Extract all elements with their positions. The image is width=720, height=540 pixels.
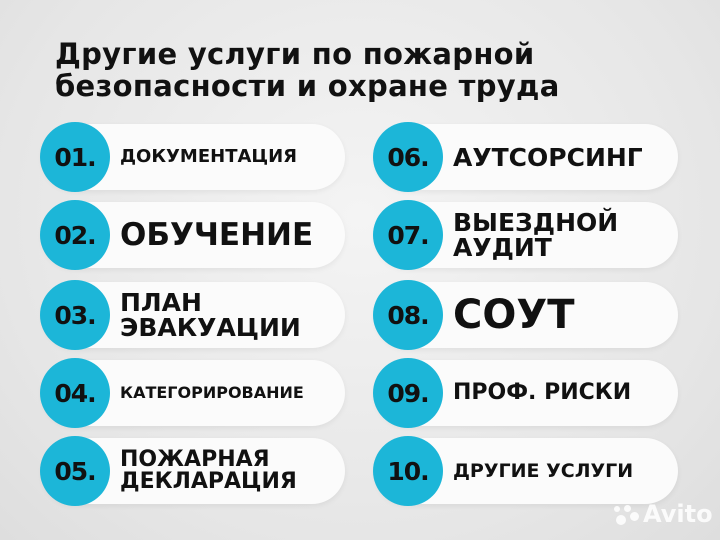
service-item-field-audit: 07. ВЫЕЗДНОЙ АУДИТ — [373, 200, 678, 270]
label-line: ПОЖАРНАЯ — [120, 447, 270, 472]
label-line: ЭВАКУАЦИИ — [120, 313, 301, 342]
number-badge: 06. — [373, 122, 443, 192]
service-item-fire-declaration: 05. ПОЖАРНАЯ ДЕКЛАРАЦИЯ — [40, 436, 345, 506]
number-badge: 05. — [40, 436, 110, 506]
label-line: ПРОФ. РИСКИ — [453, 380, 632, 405]
number-badge: 03. — [40, 280, 110, 350]
watermark-text: Avito — [643, 500, 713, 528]
label-line: ДОКУМЕНТАЦИЯ — [120, 146, 298, 167]
label-line: ДЕКЛАРАЦИЯ — [120, 469, 297, 494]
number-badge: 10. — [373, 436, 443, 506]
label-line: ВЫЕЗДНОЙ — [453, 208, 619, 237]
service-label: ВЫЕЗДНОЙ АУДИТ — [453, 202, 668, 268]
service-item-outsourcing: 06. АУТСОРСИНГ — [373, 122, 678, 192]
service-label: КАТЕГОРИРОВАНИЕ — [120, 360, 335, 426]
service-label: ПРОФ. РИСКИ — [453, 360, 668, 426]
service-label: ПОЖАРНАЯ ДЕКЛАРАЦИЯ — [120, 438, 335, 504]
page-title: Другие услуги по пожарной безопасности и… — [55, 38, 560, 102]
service-item-categorization: 04. КАТЕГОРИРОВАНИЕ — [40, 358, 345, 428]
label-line: СОУТ — [453, 292, 575, 338]
label-line: АУДИТ — [453, 233, 552, 262]
number-badge: 08. — [373, 280, 443, 350]
number-badge: 04. — [40, 358, 110, 428]
service-label: ДОКУМЕНТАЦИЯ — [120, 124, 335, 190]
number-badge: 02. — [40, 200, 110, 270]
service-item-documentation: 01. ДОКУМЕНТАЦИЯ — [40, 122, 345, 192]
title-line-2: безопасности и охране труда — [55, 69, 560, 103]
avito-logo-icon — [614, 503, 640, 525]
service-item-evacuation-plan: 03. ПЛАН ЭВАКУАЦИИ — [40, 280, 345, 350]
service-item-prof-risks: 09. ПРОФ. РИСКИ — [373, 358, 678, 428]
number-badge: 07. — [373, 200, 443, 270]
label-line: ПЛАН — [120, 288, 202, 317]
number-badge: 09. — [373, 358, 443, 428]
number-badge: 01. — [40, 122, 110, 192]
title-line-1: Другие услуги по пожарной — [55, 37, 535, 71]
service-label: СОУТ — [453, 282, 668, 348]
service-label: АУТСОРСИНГ — [453, 124, 668, 190]
label-line: КАТЕГОРИРОВАНИЕ — [120, 383, 304, 402]
label-line: ДРУГИЕ УСЛУГИ — [453, 459, 634, 482]
service-label: ОБУЧЕНИЕ — [120, 202, 335, 268]
label-line: ОБУЧЕНИЕ — [120, 216, 314, 253]
service-label: ПЛАН ЭВАКУАЦИИ — [120, 282, 335, 348]
service-item-training: 02. ОБУЧЕНИЕ — [40, 200, 345, 270]
service-item-sout: 08. СОУТ — [373, 280, 678, 350]
label-line: АУТСОРСИНГ — [453, 142, 643, 172]
service-item-other: 10. ДРУГИЕ УСЛУГИ — [373, 436, 678, 506]
service-label: ДРУГИЕ УСЛУГИ — [453, 438, 668, 504]
avito-watermark: Avito — [614, 500, 713, 528]
